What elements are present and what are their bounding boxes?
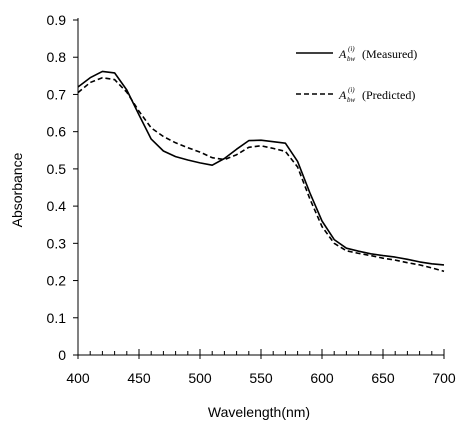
legend-series-name: (Measured) xyxy=(362,47,417,61)
legend-subscript: bw xyxy=(347,55,356,63)
legend-superscript: (i) xyxy=(348,45,355,53)
measured-series-line xyxy=(77,70,445,266)
y-axis-ticks: 0 0.1 0.2 0.3 0.4 0.5 0.6 0.7 0.8 0.9 xyxy=(47,12,78,363)
y-tick-label: 0.8 xyxy=(47,49,67,65)
x-tick-label: 500 xyxy=(188,370,212,386)
legend-symbol: A xyxy=(338,47,347,61)
x-axis-ticks: 400 450 500 550 600 650 700 xyxy=(66,349,456,386)
predicted-series-line xyxy=(77,76,445,273)
y-tick-label: 0 xyxy=(58,347,66,363)
y-tick-label: 0.5 xyxy=(47,161,67,177)
y-tick-label: 0.4 xyxy=(47,198,67,214)
y-tick-label: 0.1 xyxy=(47,310,67,326)
y-tick-label: 0.2 xyxy=(47,273,67,289)
legend-superscript: (i) xyxy=(348,86,355,94)
x-tick-label: 700 xyxy=(432,370,456,386)
x-tick-label: 550 xyxy=(249,370,273,386)
y-tick-label: 0.7 xyxy=(47,86,67,102)
y-tick-label: 0.3 xyxy=(47,235,67,251)
y-axis-title: Absorbance xyxy=(9,152,25,227)
legend-series-name: (Predicted) xyxy=(362,88,415,102)
series-layer xyxy=(77,70,445,273)
x-tick-label: 450 xyxy=(127,370,151,386)
x-axis-title: Wavelength(nm) xyxy=(208,404,310,420)
y-tick-label: 0.9 xyxy=(47,12,67,28)
x-tick-label: 400 xyxy=(66,370,90,386)
x-tick-label: 600 xyxy=(310,370,334,386)
x-tick-label: 650 xyxy=(371,370,395,386)
legend-subscript: bw xyxy=(347,96,356,104)
legend: A (i)bw (Measured)A (i)bw (Predicted) xyxy=(296,45,417,104)
y-tick-label: 0.6 xyxy=(47,124,67,140)
legend-symbol: A xyxy=(338,88,347,102)
